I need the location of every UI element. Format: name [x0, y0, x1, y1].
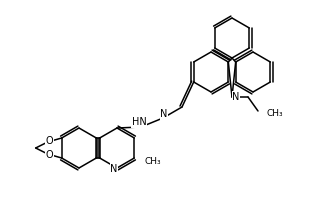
Text: CH₃: CH₃	[267, 109, 284, 118]
Text: CH₃: CH₃	[144, 157, 161, 165]
Text: O: O	[46, 136, 53, 146]
Text: N: N	[160, 109, 168, 119]
Text: HN: HN	[132, 117, 147, 127]
Text: N: N	[232, 92, 240, 102]
Text: N: N	[110, 164, 118, 174]
Text: O: O	[46, 150, 53, 160]
